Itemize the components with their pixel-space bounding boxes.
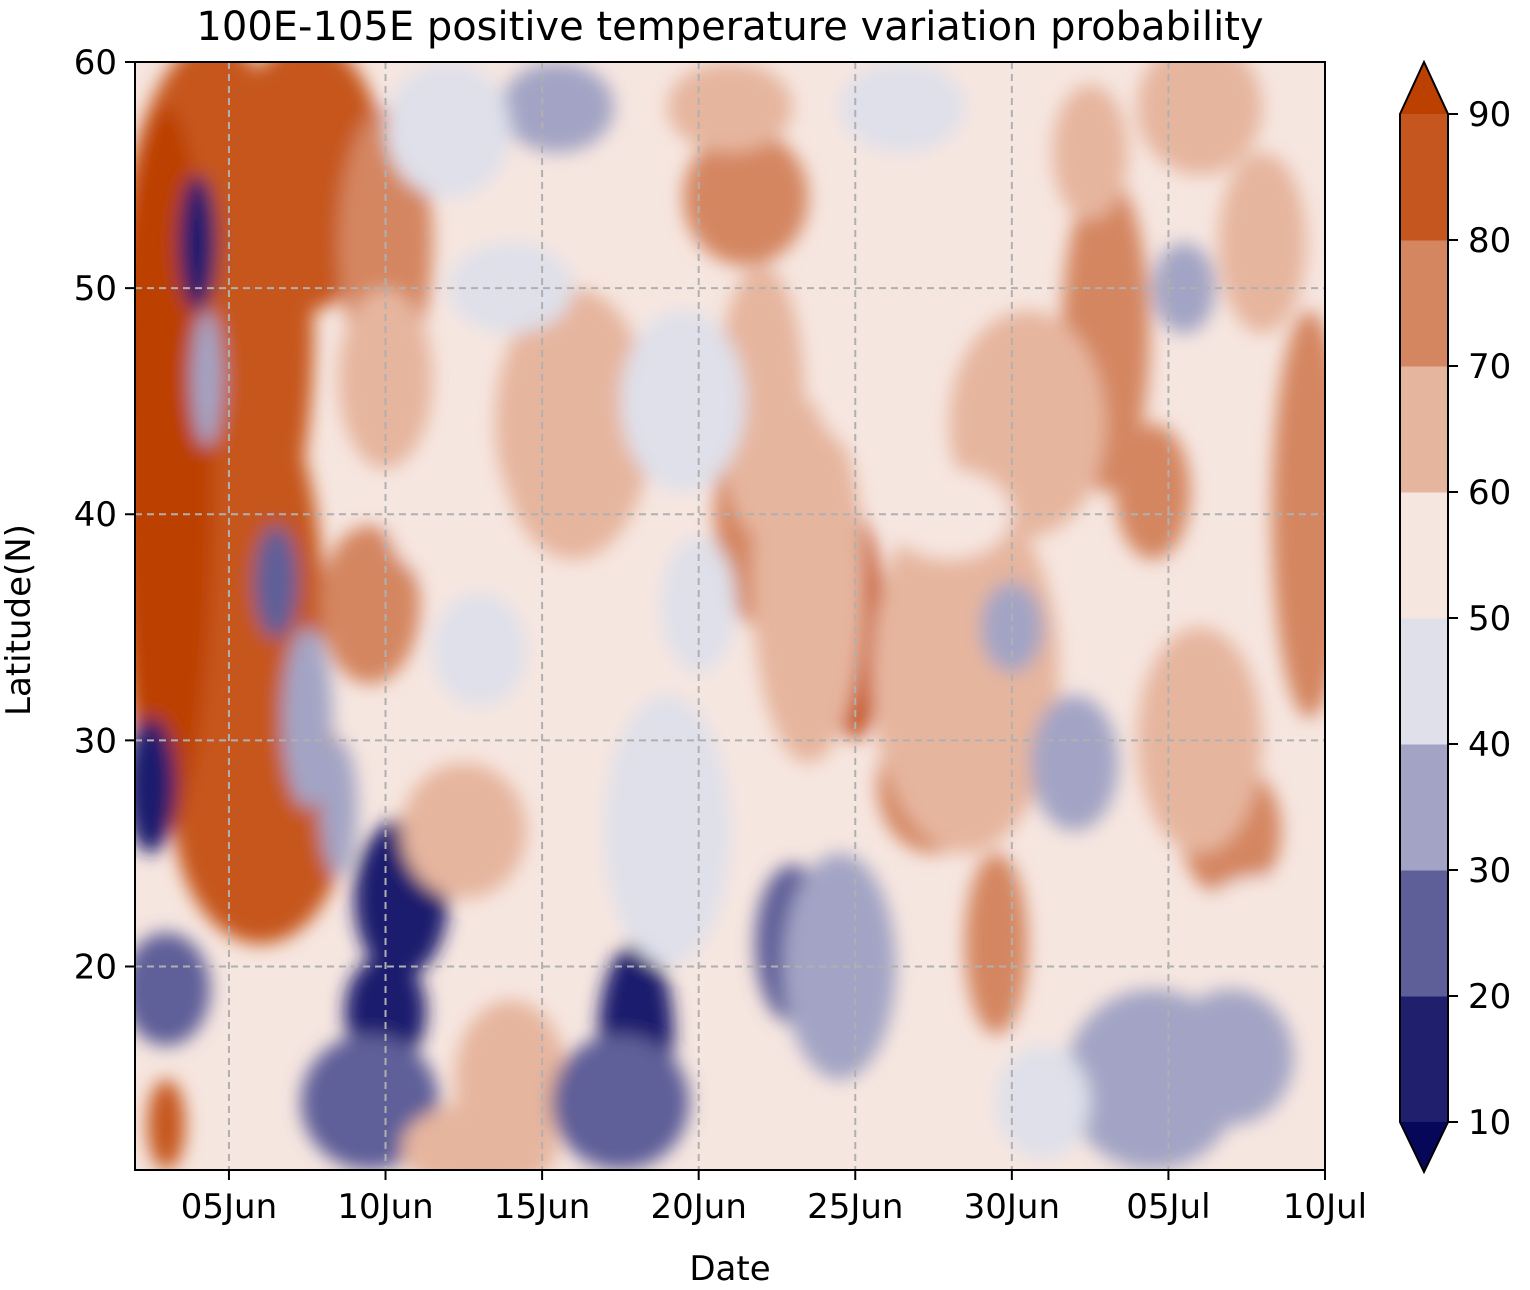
- contour-region: [319, 740, 358, 877]
- contour-region: [1137, 62, 1263, 176]
- y-tick-label: 20: [74, 947, 117, 987]
- contour-region: [783, 853, 896, 1080]
- colorbar-segment: [1400, 366, 1448, 493]
- colorbar-tick-label: 70: [1468, 347, 1511, 387]
- colorbar-tick-label: 40: [1468, 725, 1511, 765]
- chart-title: 100E-105E positive temperature variation…: [196, 4, 1263, 50]
- x-axis: 05Jun 10Jun 15Jun 20Jun 25Jun 30Jun 05Jul 10Jul: [181, 1170, 1367, 1227]
- colorbar-segment: [1400, 744, 1448, 871]
- contour-region: [401, 1102, 558, 1170]
- colorbar-extend-max: [1400, 62, 1448, 114]
- contour-region: [385, 62, 511, 198]
- contour-region: [996, 1045, 1091, 1159]
- contour-region: [1271, 310, 1325, 718]
- contour-region: [254, 525, 298, 639]
- contour-region: [178, 175, 217, 311]
- contour-region: [147, 1079, 186, 1170]
- x-tick-label: 05Jun: [181, 1187, 277, 1227]
- colorbar-tick-label: 10: [1468, 1103, 1511, 1143]
- contour-region: [839, 62, 965, 153]
- colorbar-segment: [1400, 870, 1448, 997]
- contour-region: [1168, 989, 1294, 1125]
- x-tick-label: 20Jun: [650, 1187, 746, 1227]
- x-tick-label: 10Jun: [337, 1187, 433, 1227]
- y-axis-label: Latitude(N): [0, 524, 39, 716]
- contour-region: [191, 310, 223, 447]
- x-axis-label: Date: [689, 1249, 770, 1289]
- contour-region: [401, 762, 527, 899]
- contour-region: [501, 62, 615, 153]
- colorbar-segment: [1400, 114, 1448, 241]
- colorbar-tick-label: 50: [1468, 599, 1511, 639]
- contour-region: [551, 1034, 690, 1170]
- x-tick-label: 30Jun: [964, 1187, 1060, 1227]
- plot-frame: [134, 61, 1326, 1171]
- contour-region: [683, 129, 809, 266]
- y-axis: 20 30 40 50 60: [74, 43, 135, 987]
- x-tick-label: 05Jul: [1126, 1187, 1210, 1227]
- y-tick-label: 40: [74, 495, 117, 535]
- contour-region: [751, 401, 865, 763]
- colorbar: 10 20 30 40 50 60 70 80 90: [1399, 59, 1511, 1175]
- colorbar-segment: [1400, 996, 1448, 1123]
- contour-region: [620, 310, 746, 492]
- contour-region: [886, 469, 1012, 560]
- colorbar-segment: [1400, 492, 1448, 619]
- contour-region: [964, 853, 1028, 1035]
- x-tick-label: 10Jul: [1283, 1187, 1367, 1227]
- contour-region: [1218, 152, 1307, 334]
- contour-region: [604, 695, 730, 967]
- contour-region: [1199, 876, 1325, 967]
- colorbar-extend-min: [1400, 1122, 1448, 1172]
- colorbar-segment: [1400, 240, 1448, 367]
- colorbar-tick-label: 30: [1468, 851, 1511, 891]
- contour-region: [1052, 84, 1128, 221]
- contour-region: [135, 932, 211, 1046]
- x-tick-label: 25Jun: [807, 1187, 903, 1227]
- colorbar-tick-label: 80: [1468, 221, 1511, 261]
- contour-region: [432, 593, 527, 707]
- plot-area: [135, 62, 1325, 1170]
- colorbar-tick-label: 90: [1468, 95, 1511, 135]
- colorbar-tick-label: 60: [1468, 473, 1511, 513]
- contour-region: [667, 62, 793, 153]
- contour-region: [495, 288, 652, 560]
- contour-region: [1115, 423, 1191, 560]
- contour-region: [1030, 695, 1119, 831]
- x-tick-label: 15Jun: [494, 1187, 590, 1227]
- y-tick-label: 60: [74, 43, 117, 83]
- contour-region: [319, 525, 420, 684]
- colorbar-tick-label: 20: [1468, 977, 1511, 1017]
- grid: [135, 62, 1325, 1170]
- y-tick-label: 30: [74, 721, 117, 761]
- contour-region: [282, 627, 333, 809]
- y-tick-label: 50: [74, 269, 117, 309]
- contour-region: [135, 717, 176, 854]
- colorbar-segment: [1400, 618, 1448, 745]
